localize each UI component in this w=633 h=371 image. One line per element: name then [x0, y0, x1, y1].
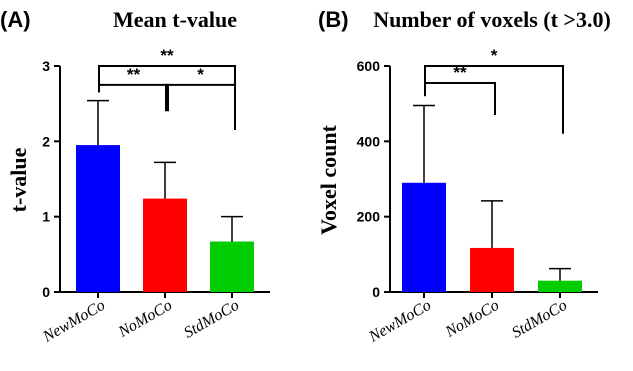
panel-b-y-tick-label: 400	[357, 133, 381, 149]
panel-a-significance-bracket	[98, 83, 169, 112]
panel-a-y-tick-label: 3	[42, 58, 50, 74]
panel-b-category-label: NewMoCo	[365, 297, 434, 346]
panel-a-bar-stdmoco	[210, 241, 254, 292]
panel-a-significance-label: **	[127, 65, 141, 84]
panel-b-y-axis-label: Voxel count	[316, 124, 341, 234]
panel-b-title: Number of voxels (t >3.0)	[373, 7, 611, 32]
panel-a-category-label: NoMoCo	[115, 297, 175, 342]
panel-b-significance-label: **	[453, 63, 467, 82]
panel-b-significance-bracket	[424, 65, 564, 134]
panel-a-y-tick-label: 2	[42, 133, 50, 149]
panel-b-category-label: NoMoCo	[442, 297, 502, 342]
panel-a-significance-label: **	[160, 46, 174, 65]
panel-b-y-tick-label: 600	[357, 58, 381, 74]
panel-a-category-label: StdMoCo	[181, 297, 242, 342]
panel-a-significance-bracket	[165, 83, 236, 131]
panel-b-y-tick-label: 200	[357, 209, 381, 225]
panel-b-bar-stdmoco	[538, 280, 582, 292]
panel-a-category-label: NewMoCo	[39, 297, 108, 346]
panel-b-significance-bracket	[424, 81, 496, 115]
panel-a-mean-t-value: (A) Mean t-value t-value 0 1 2 3 NewMoCo NoMo…	[0, 7, 270, 346]
panel-a-label: (A)	[0, 7, 31, 32]
panel-b-label: (B)	[318, 7, 349, 32]
panel-a-y-tick-label: 1	[42, 209, 50, 225]
panel-b-voxel-count: (B) Number of voxels (t >3.0) Voxel coun…	[316, 7, 611, 346]
panel-b-bar-newmoco	[402, 182, 446, 292]
panel-a-title: Mean t-value	[113, 7, 237, 32]
panel-a-y-axis-label: t-value	[6, 147, 31, 212]
panel-b-y-tick-label: 0	[372, 284, 380, 300]
panel-a-y-tick-label: 0	[42, 284, 50, 300]
panel-a-bar-newmoco	[76, 145, 120, 292]
panel-b-category-label: StdMoCo	[509, 297, 570, 342]
panel-b-bar-nomoco	[470, 247, 514, 292]
panel-a-bar-nomoco	[143, 198, 187, 292]
panel-a-significance-label: *	[197, 65, 204, 84]
panel-b-significance-label: *	[491, 46, 498, 65]
